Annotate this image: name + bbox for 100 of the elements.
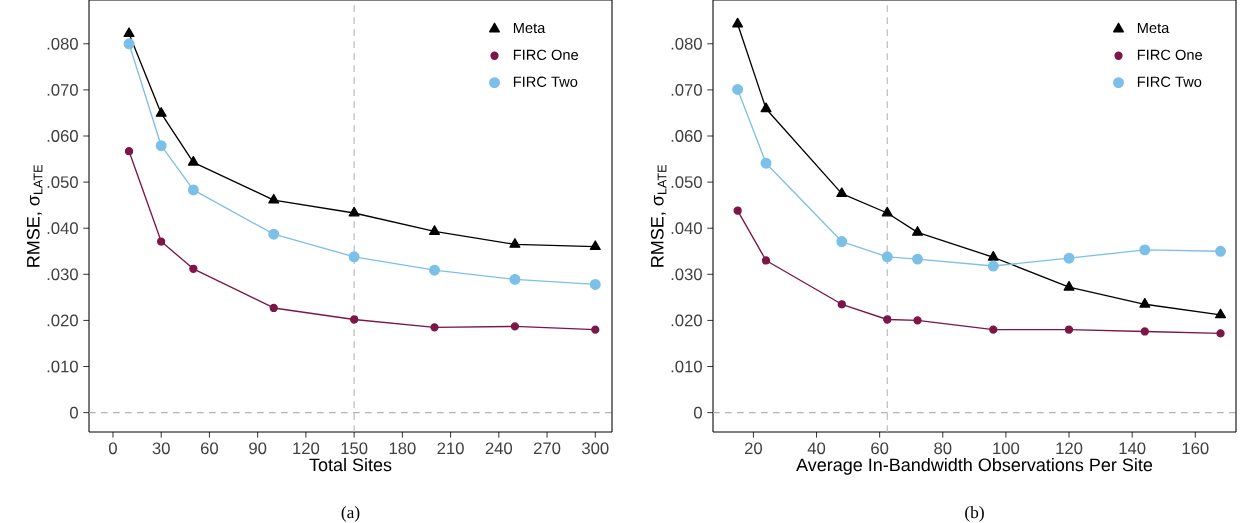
y-tick-label: .030 xyxy=(47,268,78,281)
point xyxy=(155,107,167,117)
x-tick-label: 210 xyxy=(437,442,464,455)
point xyxy=(1216,329,1225,338)
text: (b) xyxy=(965,506,984,522)
x-tick-label: 180 xyxy=(389,442,416,455)
point xyxy=(509,273,521,285)
y-tick-label: .060 xyxy=(47,130,78,142)
point xyxy=(912,226,924,236)
point xyxy=(761,256,771,265)
point xyxy=(589,240,601,251)
point xyxy=(760,102,772,113)
x-tick-label: 90 xyxy=(249,442,267,455)
point xyxy=(760,157,772,169)
x-axis-title: Average In-Bandwidth Observations Per Site xyxy=(796,458,1153,475)
y-tick-label: .070 xyxy=(671,84,702,96)
point xyxy=(913,316,922,325)
point xyxy=(1139,244,1151,256)
legend-label: FIRC One xyxy=(513,49,579,61)
x-tick-label: 20 xyxy=(744,442,763,455)
x-tick-label: 40 xyxy=(807,442,826,455)
point xyxy=(1139,298,1151,308)
text: (a) xyxy=(341,506,360,522)
point xyxy=(733,206,742,215)
x-axis-title: Total Sites xyxy=(309,458,392,472)
legend-label: Meta xyxy=(1137,22,1170,34)
point xyxy=(1215,308,1227,319)
point xyxy=(349,315,359,324)
legend-label: FIRC Two xyxy=(513,76,578,87)
y-tick-label: .040 xyxy=(671,222,702,235)
legend-label: FIRC One xyxy=(1137,49,1203,61)
point xyxy=(187,184,199,196)
y-tick-label: .050 xyxy=(671,176,702,189)
point xyxy=(429,225,441,235)
y-tick-label: .040 xyxy=(47,222,78,235)
legend-label: Meta xyxy=(513,22,546,34)
point xyxy=(269,303,278,313)
y-axis-title: RMSE, σ$_{LATE}$ xyxy=(650,165,667,267)
y-tick-label: 0 xyxy=(69,406,78,419)
point xyxy=(591,325,600,334)
point xyxy=(430,323,439,332)
x-tick-label: 160 xyxy=(1182,442,1209,455)
y-tick-label: .020 xyxy=(47,314,78,327)
point xyxy=(836,187,848,198)
y-tick-label: .080 xyxy=(47,37,78,50)
x-tick-label: 80 xyxy=(934,442,952,455)
point xyxy=(836,236,848,248)
x-tick-label: 60 xyxy=(201,442,219,455)
x-tick-label: 60 xyxy=(871,442,889,455)
point xyxy=(348,206,360,217)
y-tick-label: .050 xyxy=(47,176,78,189)
y-tick-label: .030 xyxy=(671,268,702,281)
point xyxy=(123,38,135,50)
x-tick-label: 150 xyxy=(341,442,368,455)
x-tick-label: 120 xyxy=(1056,442,1083,455)
y-tick-label: .070 xyxy=(47,84,78,96)
x-tick-label: 270 xyxy=(533,442,561,455)
point xyxy=(187,156,199,166)
point xyxy=(987,260,999,272)
point xyxy=(732,17,744,28)
point xyxy=(268,228,280,240)
point xyxy=(989,325,998,334)
x-tick-label: 30 xyxy=(152,442,170,455)
y-tick-label: .060 xyxy=(671,130,702,142)
legend-label: FIRC Two xyxy=(1137,76,1202,87)
y-tick-label: 0 xyxy=(693,406,702,419)
point xyxy=(837,300,846,309)
point xyxy=(157,237,166,246)
x-tick-label: 300 xyxy=(582,442,609,455)
point xyxy=(912,253,924,265)
y-axis-title: RMSE, σ$_{LATE}$ xyxy=(26,165,43,267)
point xyxy=(589,278,601,290)
x-tick-label: 100 xyxy=(993,442,1020,455)
point xyxy=(732,83,744,95)
point xyxy=(1215,245,1227,257)
point xyxy=(987,250,999,261)
y-tick-label: .010 xyxy=(47,360,78,373)
point xyxy=(268,193,280,204)
point xyxy=(509,238,521,248)
point xyxy=(1140,327,1149,336)
point xyxy=(429,264,440,276)
point xyxy=(1063,252,1075,264)
point xyxy=(1064,325,1074,334)
point xyxy=(189,264,198,273)
point xyxy=(881,251,893,263)
y-tick-label: .010 xyxy=(671,360,702,373)
y-tick-label: .020 xyxy=(671,314,702,327)
point xyxy=(123,27,135,38)
point xyxy=(881,206,893,217)
point xyxy=(348,251,360,263)
point xyxy=(510,322,520,331)
x-tick-label: 120 xyxy=(293,442,320,455)
x-tick-label: 0 xyxy=(108,442,117,455)
point xyxy=(124,147,134,156)
y-tick-label: .080 xyxy=(671,37,702,50)
x-tick-label: 140 xyxy=(1119,442,1146,455)
point xyxy=(883,315,892,324)
x-tick-label: 240 xyxy=(485,442,513,455)
point xyxy=(155,140,167,152)
point xyxy=(1063,280,1075,291)
